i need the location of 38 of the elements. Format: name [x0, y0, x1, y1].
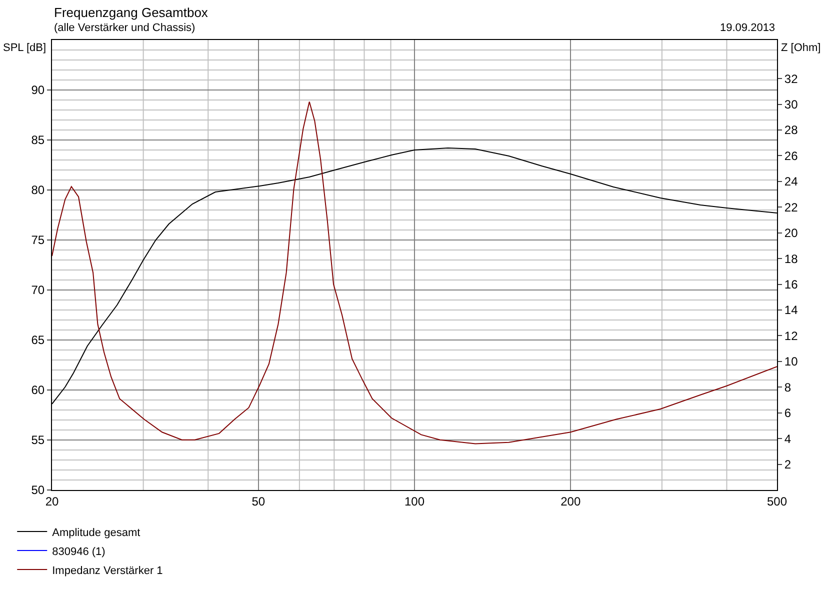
y-tick-label: 90 [31, 83, 45, 98]
text: 19.09.2013 [720, 22, 776, 34]
y2-tick-label: 30 [784, 97, 798, 112]
x-tick-label: 50 [252, 494, 266, 508]
x-tick-label: 100 [404, 494, 425, 508]
y-tick-label: 50 [31, 483, 45, 498]
y-tick-label: 75 [31, 233, 45, 248]
y2-tick-label: 2 [784, 457, 792, 472]
y-tick-label: 80 [31, 183, 45, 198]
legend-label: Amplitude gesamt [52, 526, 140, 539]
y2-tick-label: 10 [784, 354, 798, 369]
y-tick-label: 60 [31, 383, 45, 398]
y2-axis-title: Z [Ohm] [781, 42, 821, 54]
y-tick-label: 85 [31, 133, 45, 148]
legend-label: 830946 (1) [52, 546, 106, 558]
x-tick-label: 500 [766, 494, 788, 508]
y-tick-label: 55 [31, 433, 45, 448]
y2-tick-label: 20 [784, 226, 798, 240]
y2-tick-label: 14 [784, 303, 798, 318]
y2-tick-label: 6 [784, 406, 792, 420]
y-axis-title: SPL [dB] [3, 42, 46, 54]
y2-tick-label: 8 [784, 380, 792, 394]
y2-tick-label: 16 [784, 277, 798, 292]
y2-tick-label: 18 [784, 252, 798, 266]
y2-tick-label: 4 [784, 432, 792, 446]
x-tick-label: 200 [560, 494, 581, 508]
y2-tick-label: 24 [784, 174, 798, 189]
y2-tick-label: 12 [784, 328, 798, 343]
y-tick-label: 70 [31, 283, 45, 298]
y2-tick-label: 22 [784, 200, 798, 214]
x-tick-label: 20 [45, 494, 59, 508]
chart-title: Frequenzgang Gesamtbox [54, 5, 208, 20]
y2-tick-label: 26 [784, 148, 798, 163]
y2-tick-label: 32 [784, 72, 798, 86]
legend-label: Impedanz Verstärker 1 [52, 564, 163, 577]
chart-subtitle: (alle Verstärker und Chassis) [54, 22, 196, 34]
y-tick-label: 65 [31, 333, 45, 348]
y2-tick-label: 28 [784, 123, 798, 138]
